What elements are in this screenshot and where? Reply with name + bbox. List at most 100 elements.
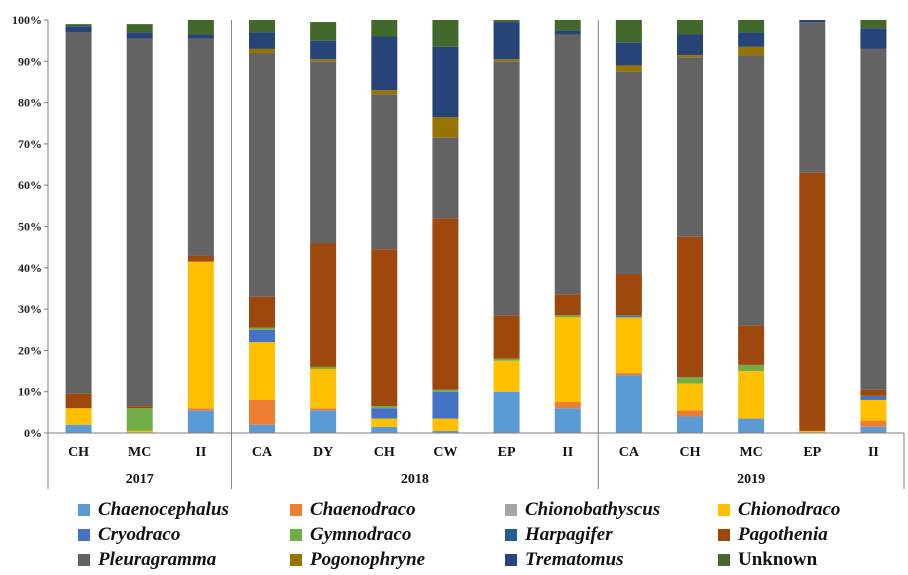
bar-segment-unknown-5 <box>371 20 398 37</box>
bar-segment-pleuragramma-8 <box>554 34 581 295</box>
bar-segment-cryodraco-5 <box>371 408 398 419</box>
labels-layer: 0% 10% 20% 30% 40% 50% 60% 70% 80% 90% 100% CH MC II C… <box>12 13 879 487</box>
legend-swatch-gymnodraco <box>290 529 302 541</box>
bar-segment-pagothenia-12 <box>799 172 826 431</box>
bar-segment-gymnodraco-10 <box>677 377 703 384</box>
bar-segment-chionodraco-1 <box>126 430 153 433</box>
x-tick-label: CH <box>68 445 89 460</box>
bar-segment-chaenodraco-13 <box>860 420 887 427</box>
x-tick-label: DY <box>313 445 333 460</box>
bar-segment-trematomus-1 <box>126 32 153 39</box>
bar-segment-pleuragramma-3 <box>249 53 275 297</box>
legend-swatch-pagothenia <box>718 529 730 541</box>
bar-segment-pagothenia-13 <box>860 389 887 396</box>
bar-segment-pleuragramma-11 <box>738 55 765 326</box>
bar-segment-chionodraco-6 <box>432 418 459 431</box>
legend-label-chaenodraco: Chaenodraco <box>310 499 416 520</box>
bar-segment-chaenocephalus-7 <box>493 391 520 433</box>
legend-label-pleuragramma: Pleuragramma <box>97 549 217 570</box>
bar-segment-gymnodraco-7 <box>493 358 520 361</box>
bar-segment-chaenocephalus-13 <box>860 426 887 433</box>
bar-segment-trematomus-8 <box>554 30 581 35</box>
x-tick-label: CH <box>680 445 701 460</box>
legend-swatch-unknown <box>718 554 730 566</box>
bar-segment-trematomus-11 <box>738 32 765 47</box>
x-tick-label: II <box>562 445 573 460</box>
legend-label-chionodraco: Chionodraco <box>738 499 840 520</box>
legend-swatch-trematomus <box>505 554 517 566</box>
legend-label-chionobathyscus: Chionobathyscus <box>525 499 660 520</box>
bar-segment-trematomus-5 <box>371 36 398 91</box>
bar-segment-gymnodraco-11 <box>738 364 765 372</box>
legend-label-pagothenia: Pagothenia <box>737 524 828 545</box>
y-tick-label: 80% <box>18 96 42 110</box>
legend-swatch-harpagifer <box>505 529 517 541</box>
bar-segment-pagothenia-10 <box>677 236 703 378</box>
bar-segment-chionodraco-0 <box>65 408 92 425</box>
y-tick-label: 100% <box>12 13 42 27</box>
bar-segment-trematomus-3 <box>249 32 275 49</box>
bar-segment-trematomus-7 <box>493 22 520 60</box>
bar-segment-trematomus-9 <box>615 42 642 66</box>
bar-segment-pleuragramma-7 <box>493 61 520 316</box>
bar-segment-unknown-10 <box>677 20 703 35</box>
bar-segment-chaenocephalus-4 <box>310 410 337 433</box>
bar-segment-chaenocephalus-8 <box>554 408 581 433</box>
y-tick-label: 90% <box>18 54 42 68</box>
bar-segment-pagothenia-1 <box>126 406 153 409</box>
legend-swatch-chaenocephalus <box>78 504 90 516</box>
legend-label-chaenocephalus: Chaenocephalus <box>98 499 229 520</box>
bar-segment-gymnodraco-4 <box>310 366 337 369</box>
y-tick-label: 30% <box>18 302 42 316</box>
bar-segment-trematomus-10 <box>677 34 703 56</box>
bar-segment-chionodraco-2 <box>187 261 214 409</box>
x-tick-label: CA <box>619 445 640 460</box>
bars-layer <box>65 20 887 433</box>
bar-segment-unknown-8 <box>554 20 581 31</box>
x-tick-label: EP <box>803 445 821 460</box>
bar-segment-chaenocephalus-0 <box>65 424 92 433</box>
x-tick-label: CA <box>252 445 273 460</box>
axes-layer <box>44 19 905 489</box>
bar-segment-unknown-9 <box>615 20 642 43</box>
bar-segment-pagothenia-2 <box>187 255 214 262</box>
bar-segment-pogonophryne-4 <box>310 59 337 62</box>
group-label: 2017 <box>126 472 154 487</box>
x-tick-label: II <box>868 445 879 460</box>
bar-segment-pleuragramma-12 <box>799 22 826 173</box>
legend-swatch-chionobathyscus <box>505 504 517 516</box>
bar-segment-pleuragramma-4 <box>310 61 337 244</box>
bar-segment-chionodraco-7 <box>493 360 520 392</box>
bar-segment-pagothenia-4 <box>310 243 337 367</box>
bar-segment-chionodraco-11 <box>738 371 765 419</box>
bar-segment-pleuragramma-0 <box>65 32 92 394</box>
bar-segment-unknown-13 <box>860 20 887 29</box>
bar-segment-trematomus-4 <box>310 40 337 60</box>
bar-segment-pagothenia-6 <box>432 218 459 390</box>
bar-segment-pogonophryne-9 <box>615 65 642 72</box>
bar-segment-chaenocephalus-9 <box>615 375 642 433</box>
bar-segment-chaenodraco-8 <box>554 402 581 409</box>
bar-segment-pagothenia-11 <box>738 325 765 365</box>
y-tick-label: 50% <box>18 220 42 234</box>
bar-segment-pleuragramma-13 <box>860 48 887 390</box>
bar-segment-chionodraco-8 <box>554 317 581 403</box>
y-tick-label: 60% <box>18 178 42 192</box>
legend-swatch-chionodraco <box>718 504 730 516</box>
bar-segment-chaenodraco-3 <box>249 399 275 425</box>
bar-segment-pleuragramma-5 <box>371 94 398 250</box>
y-tick-label: 10% <box>18 385 42 399</box>
legend-label-cryodraco: Cryodraco <box>98 524 180 545</box>
bar-segment-trematomus-0 <box>65 26 92 33</box>
x-tick-label: CH <box>374 445 395 460</box>
bar-segment-chaenocephalus-11 <box>738 418 765 433</box>
bar-segment-cryodraco-9 <box>615 315 642 318</box>
bar-segment-gymnodraco-3 <box>249 327 275 330</box>
bar-segment-cryodraco-3 <box>249 329 275 343</box>
bar-segment-pleuragramma-10 <box>677 57 703 237</box>
bar-segment-unknown-2 <box>187 20 214 35</box>
bar-segment-chionodraco-9 <box>615 317 642 374</box>
x-tick-label: MC <box>739 445 762 460</box>
bar-segment-pagothenia-8 <box>554 294 581 316</box>
x-tick-label: CW <box>433 445 457 460</box>
